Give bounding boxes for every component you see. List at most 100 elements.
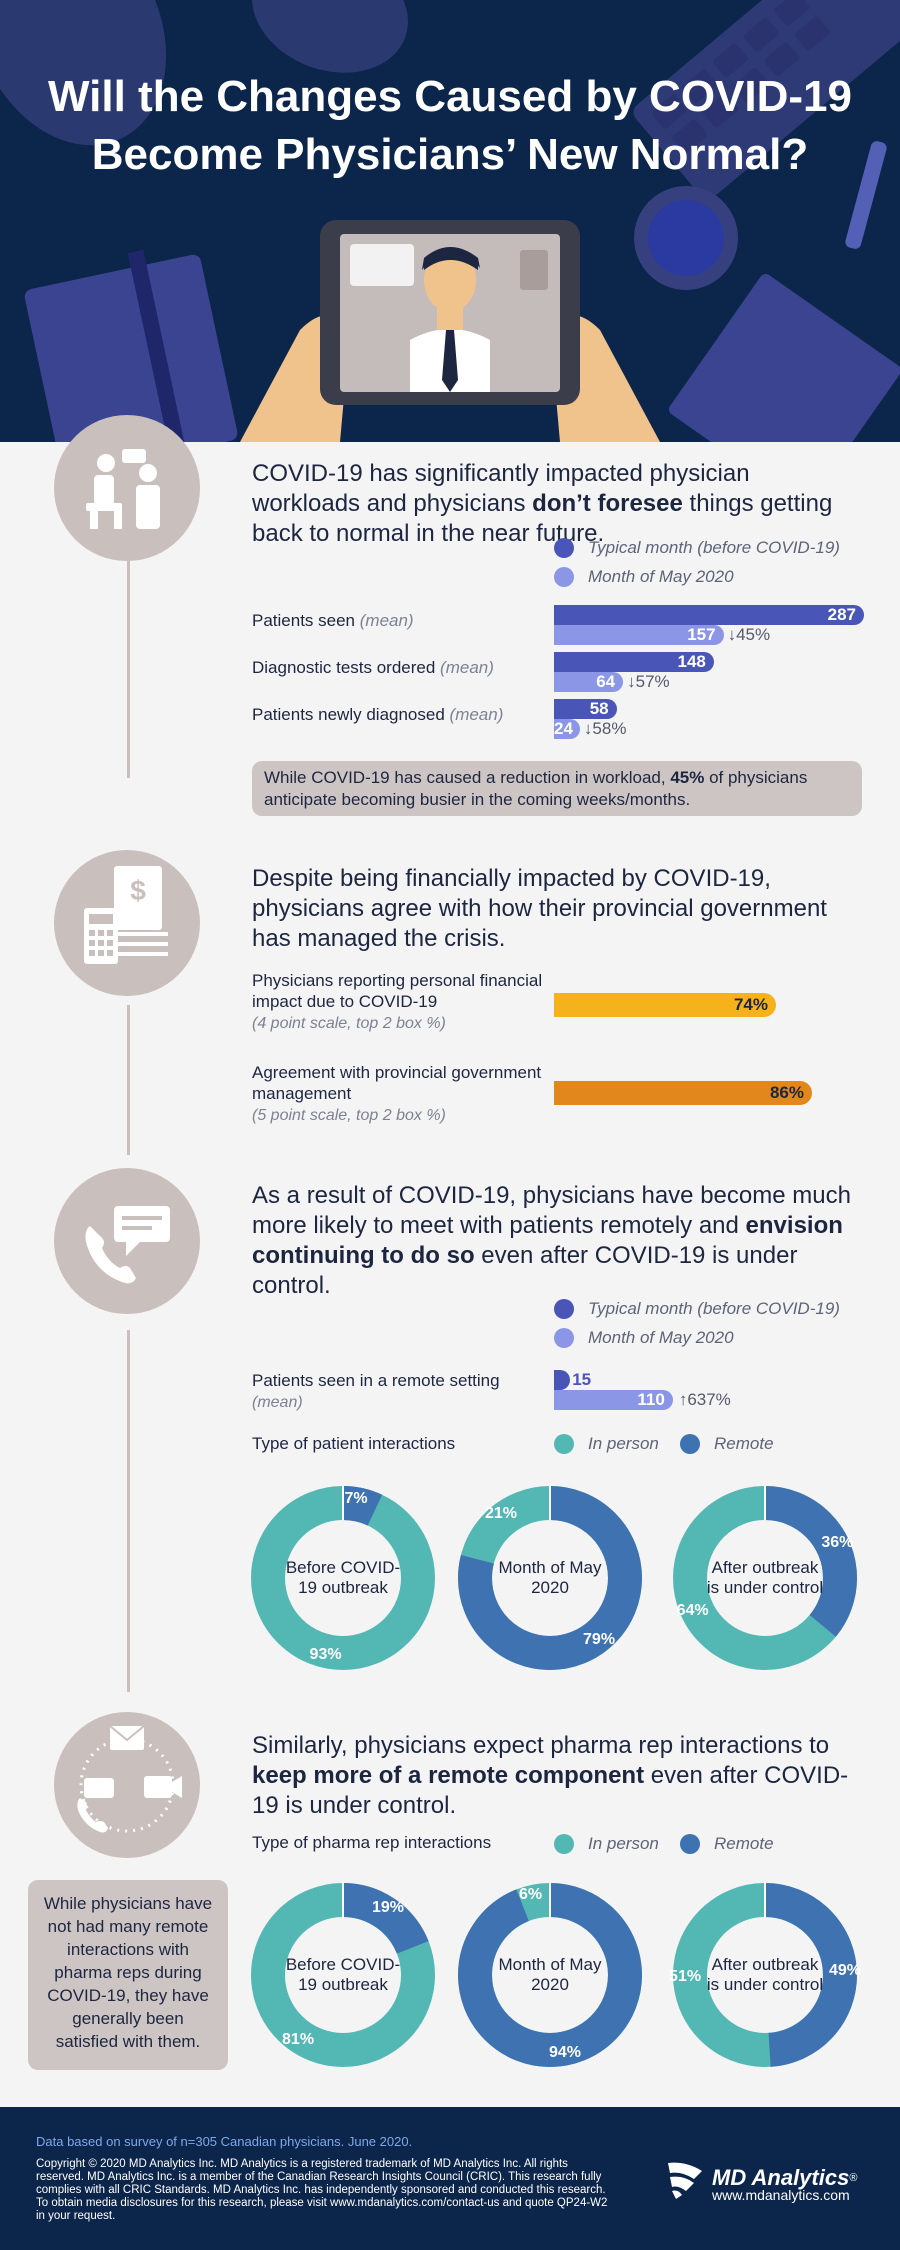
section-4-headline: Similarly, physicians expect pharma rep … bbox=[252, 1732, 849, 1819]
hero-banner: Will the Changes Caused by COVID-19 Beco… bbox=[0, 0, 900, 442]
donut-chart: After outbreak is under control 36% 64% bbox=[672, 1485, 858, 1671]
patient-interactions-label: Type of patient interactions bbox=[252, 1434, 456, 1453]
brand-logo: MD Analytics ® bbox=[664, 2157, 857, 2199]
donut-svg bbox=[458, 1883, 642, 2067]
remote-change-label: ↑637% bbox=[678, 1390, 731, 1409]
survey-note: Data based on survey of n=305 Canadian p… bbox=[36, 2134, 413, 2149]
may-bar: 24 bbox=[554, 719, 580, 739]
copyright-text: Copyright © 2020 MD Analytics Inc. MD An… bbox=[36, 2158, 608, 2222]
section-3-headline: As a result of COVID-19, physicians have… bbox=[252, 1182, 851, 1299]
change-label: ↓57% bbox=[627, 672, 670, 691]
inperson-percent: 93% bbox=[309, 1646, 342, 1664]
provincial-agreement-bar: 86% bbox=[554, 1081, 812, 1105]
brand-url[interactable]: www.mdanalytics.com bbox=[712, 2187, 850, 2203]
s1-legend-may: Month of May 2020 bbox=[554, 567, 734, 587]
doctor-patient-icon bbox=[54, 415, 200, 561]
financial-impact-label: Physicians reporting personal financial … bbox=[252, 971, 543, 1032]
section-2-headline: Despite being financially impacted by CO… bbox=[252, 865, 827, 952]
remote-typical-bar: 15 bbox=[554, 1370, 591, 1390]
typical-bar: 287 bbox=[554, 605, 864, 625]
remote-percent: 19% bbox=[371, 1898, 404, 1916]
leaf-decoration bbox=[0, 0, 408, 146]
notebook-decoration bbox=[24, 249, 238, 442]
inperson-swatch bbox=[554, 1834, 574, 1854]
financial-impact-bar: 74% bbox=[554, 993, 776, 1017]
remote-percent: 94% bbox=[548, 2043, 582, 2061]
inperson-percent: 81% bbox=[282, 2031, 315, 2049]
remote-percent: 49% bbox=[828, 1962, 861, 1980]
bar-row-note: (mean) bbox=[440, 658, 494, 677]
keyboard-decoration bbox=[633, 0, 900, 200]
donut-center-label: Before COVID-19 outbreak bbox=[285, 1558, 401, 1597]
may-value: 24 bbox=[554, 719, 573, 738]
bar-row-label: Patients newly diagnosed (mean) bbox=[252, 704, 552, 725]
footer: Data based on survey of n=305 Canadian p… bbox=[0, 2107, 900, 2250]
section-3-connector bbox=[127, 1330, 130, 1692]
bar-row-label: Patients seen (mean) bbox=[252, 610, 552, 631]
donut-chart: Before COVID-19 outbreak 7% 93% bbox=[250, 1485, 436, 1671]
donut-center-label: Before COVID-19 outbreak bbox=[285, 1955, 401, 1994]
spiral-notebook-decoration bbox=[668, 273, 900, 442]
s3-legend-remote: Remote bbox=[680, 1434, 774, 1454]
s4-legend-inperson: In person bbox=[554, 1834, 659, 1854]
donut-chart: Before COVID-19 outbreak 19% 81% bbox=[250, 1882, 436, 2068]
remote-percent: 36% bbox=[821, 1533, 854, 1551]
typical-bar: 58 bbox=[554, 699, 617, 719]
section-1-callout: While COVID-19 has caused a reduction in… bbox=[252, 761, 862, 816]
section-1-connector bbox=[127, 560, 130, 778]
may-swatch bbox=[554, 567, 574, 587]
finance-document-icon: $ bbox=[54, 850, 200, 996]
donut-chart: After outbreak is under control 49% 51% bbox=[669, 1882, 861, 2068]
remote-percent: 7% bbox=[344, 1489, 368, 1507]
title-line-2: Become Physicians’ New Normal? bbox=[91, 130, 809, 179]
inperson-swatch bbox=[554, 1434, 574, 1454]
bar-row-note: (mean) bbox=[449, 705, 504, 724]
may-bar: 64 bbox=[554, 672, 624, 692]
inperson-percent: 6% bbox=[519, 1886, 543, 1904]
donut-chart: Month of May 2020 94% 6% bbox=[457, 1882, 643, 2068]
change-label: ↓45% bbox=[727, 625, 771, 644]
brand-name: MD Analytics bbox=[712, 2165, 850, 2190]
hero-illustration bbox=[0, 0, 900, 442]
bar-row-title: Patients seen bbox=[252, 611, 360, 630]
inperson-percent: 21% bbox=[484, 1504, 517, 1522]
bar-row-label: Diagnostic tests ordered (mean) bbox=[252, 657, 552, 678]
typical-swatch bbox=[554, 538, 574, 558]
may-bar: 157 bbox=[554, 625, 724, 645]
donut-svg bbox=[458, 1486, 642, 1670]
typical-value: 58 bbox=[589, 699, 609, 718]
pen-decoration bbox=[845, 141, 887, 249]
typical-swatch bbox=[554, 1299, 574, 1319]
bar-row-title: Patients newly diagnosed bbox=[252, 705, 450, 724]
donut-center-label: Month of May 2020 bbox=[498, 1955, 602, 1994]
donut-center-label: After outbreak is under control bbox=[706, 1955, 824, 1994]
inperson-percent: 64% bbox=[676, 1602, 709, 1620]
typical-bar: 148 bbox=[554, 652, 714, 672]
may-swatch bbox=[554, 1328, 574, 1348]
pharma-side-note: While physicians have not had many remot… bbox=[28, 1880, 228, 2070]
section-2-connector bbox=[127, 1005, 130, 1155]
pharma-interactions-label: Type of pharma rep interactions bbox=[252, 1833, 492, 1852]
remote-swatch bbox=[680, 1834, 700, 1854]
change-label: ↓58% bbox=[583, 719, 627, 738]
donut-center-label: After outbreak is under control bbox=[706, 1558, 824, 1597]
typical-value: 148 bbox=[677, 652, 706, 671]
remote-communication-icon bbox=[54, 1712, 200, 1858]
s3-legend-inperson: In person bbox=[554, 1434, 659, 1454]
registered-mark: ® bbox=[849, 2172, 858, 2184]
may-value: 64 bbox=[596, 672, 616, 691]
provincial-agreement-label: Agreement with provincial government man… bbox=[252, 1063, 542, 1124]
svg-text:$: $ bbox=[130, 875, 146, 906]
title-line-1: Will the Changes Caused by COVID-19 bbox=[48, 72, 852, 121]
s3-legend-typical: Typical month (before COVID-19) bbox=[554, 1299, 840, 1319]
donut-svg bbox=[251, 1486, 435, 1670]
phone-chat-icon bbox=[54, 1168, 200, 1314]
remote-patients-label: Patients seen in a remote setting (mean) bbox=[252, 1371, 500, 1411]
may-value: 157 bbox=[687, 625, 716, 644]
page-title: Will the Changes Caused by COVID-19 Beco… bbox=[0, 68, 900, 184]
s3-legend-may: Month of May 2020 bbox=[554, 1328, 734, 1348]
remote-may-bar: 110 bbox=[554, 1390, 673, 1410]
donut-svg bbox=[673, 1486, 857, 1670]
remote-may-value: 110 bbox=[637, 1390, 665, 1409]
